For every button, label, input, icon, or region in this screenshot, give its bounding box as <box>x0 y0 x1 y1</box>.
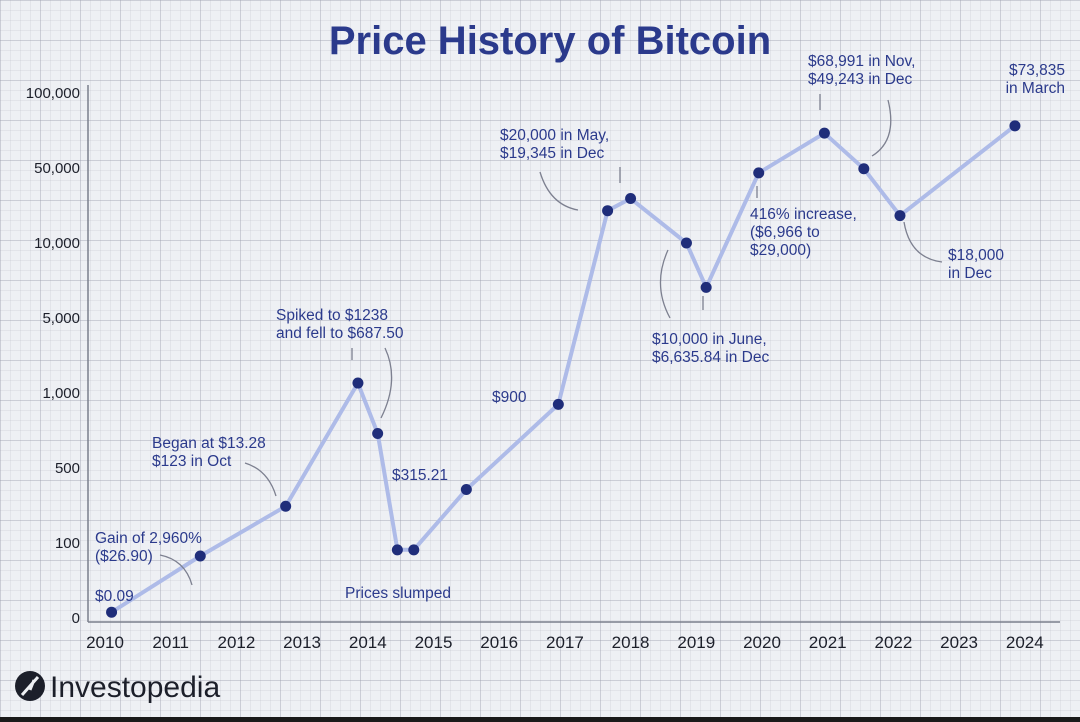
annotation-arrows <box>159 94 943 586</box>
annotation-label: Prices slumped <box>345 585 451 602</box>
x-tick-label: 2022 <box>874 633 912 652</box>
y-tick-label: 0 <box>72 610 80 627</box>
annotations: $0.09 Gain of 2,960% ($26.90) Began at $13.… <box>95 53 1065 605</box>
data-point <box>280 500 292 512</box>
x-tick-label: 2013 <box>283 633 321 652</box>
x-tick-label: 2011 <box>152 633 189 652</box>
y-tick-label: 5,000 <box>42 310 80 327</box>
x-tick-label: 2016 <box>480 633 518 652</box>
data-point <box>372 428 384 440</box>
annotation-label: $18,000 in Dec <box>948 247 1004 282</box>
y-tick-label: 500 <box>55 460 80 477</box>
annotation-label: $10,000 in June, $6,635.84 in Dec <box>652 331 769 366</box>
x-tick-label: 2015 <box>415 633 453 652</box>
y-tick-label: 50,000 <box>34 160 80 177</box>
x-tick-label: 2017 <box>546 633 584 652</box>
annotation-label: 416% increase, ($6,966 to $29,000) <box>750 206 857 259</box>
y-tick-label: 10,000 <box>34 235 80 252</box>
data-point <box>194 550 206 562</box>
investopedia-logo: Investopedia <box>15 671 220 704</box>
x-tick-label: 2012 <box>217 633 255 652</box>
annotation-arrow <box>244 462 277 497</box>
data-point <box>602 205 614 217</box>
data-point <box>894 210 906 222</box>
annotation-label: $315.21 <box>392 467 448 484</box>
data-point <box>700 281 712 293</box>
data-point <box>552 398 564 410</box>
annotation-arrow <box>539 171 579 211</box>
x-tick-label: 2010 <box>86 633 124 652</box>
x-tick-label: 2024 <box>1006 633 1044 652</box>
data-point <box>408 544 420 556</box>
x-tick-label: 2023 <box>940 633 978 652</box>
chart-title: Price History of Bitcoin <box>329 19 771 63</box>
annotation-label: Gain of 2,960% ($26.90) <box>95 530 202 565</box>
data-point <box>460 483 472 495</box>
data-point <box>818 127 830 139</box>
data-point <box>753 167 765 179</box>
x-tick-label: 2014 <box>349 633 387 652</box>
price-series-line <box>110 124 1017 614</box>
annotation-label: Spiked to $1238 and fell to $687.50 <box>276 307 404 342</box>
annotation-arrow <box>903 221 943 263</box>
annotation-label: Began at $13.28 $123 in Oct <box>152 435 266 470</box>
annotation-label: $20,000 in May, $19,345 in Dec <box>500 127 609 162</box>
annotation-label: $68,991 in Nov, $49,243 in Dec <box>808 53 915 88</box>
annotation-arrow <box>659 249 671 319</box>
x-tick-label: 2021 <box>809 633 847 652</box>
annotation-label: $73,835 in March <box>1006 62 1065 97</box>
x-tick-label: 2018 <box>612 633 650 652</box>
data-point <box>625 192 637 204</box>
bottom-bar <box>0 717 1080 722</box>
x-tick-labels: 2010 2011 2012 2013 2014 2015 2016 2017 2018 2019… <box>86 633 1044 652</box>
data-point <box>858 163 870 175</box>
brand-name: Investopedia <box>50 671 220 704</box>
y-tick-label: 100 <box>55 535 80 552</box>
data-point <box>352 377 364 389</box>
annotation-arrow <box>871 99 892 157</box>
data-point <box>680 237 692 249</box>
y-tick-labels: 100,000 50,000 10,000 5,000 1,000 500 100 0 <box>26 85 80 627</box>
x-tick-label: 2019 <box>677 633 715 652</box>
annotation-label: $900 <box>492 389 527 406</box>
annotation-label: $0.09 <box>95 588 134 605</box>
price-points <box>106 120 1021 618</box>
x-tick-label: 2020 <box>743 633 781 652</box>
axes <box>87 85 1060 623</box>
y-tick-label: 100,000 <box>26 85 80 102</box>
y-tick-label: 1,000 <box>42 385 80 402</box>
annotation-arrow <box>159 554 193 586</box>
data-point <box>391 544 403 556</box>
annotation-arrow <box>380 347 393 419</box>
data-point <box>1009 120 1021 132</box>
data-point <box>106 606 118 618</box>
